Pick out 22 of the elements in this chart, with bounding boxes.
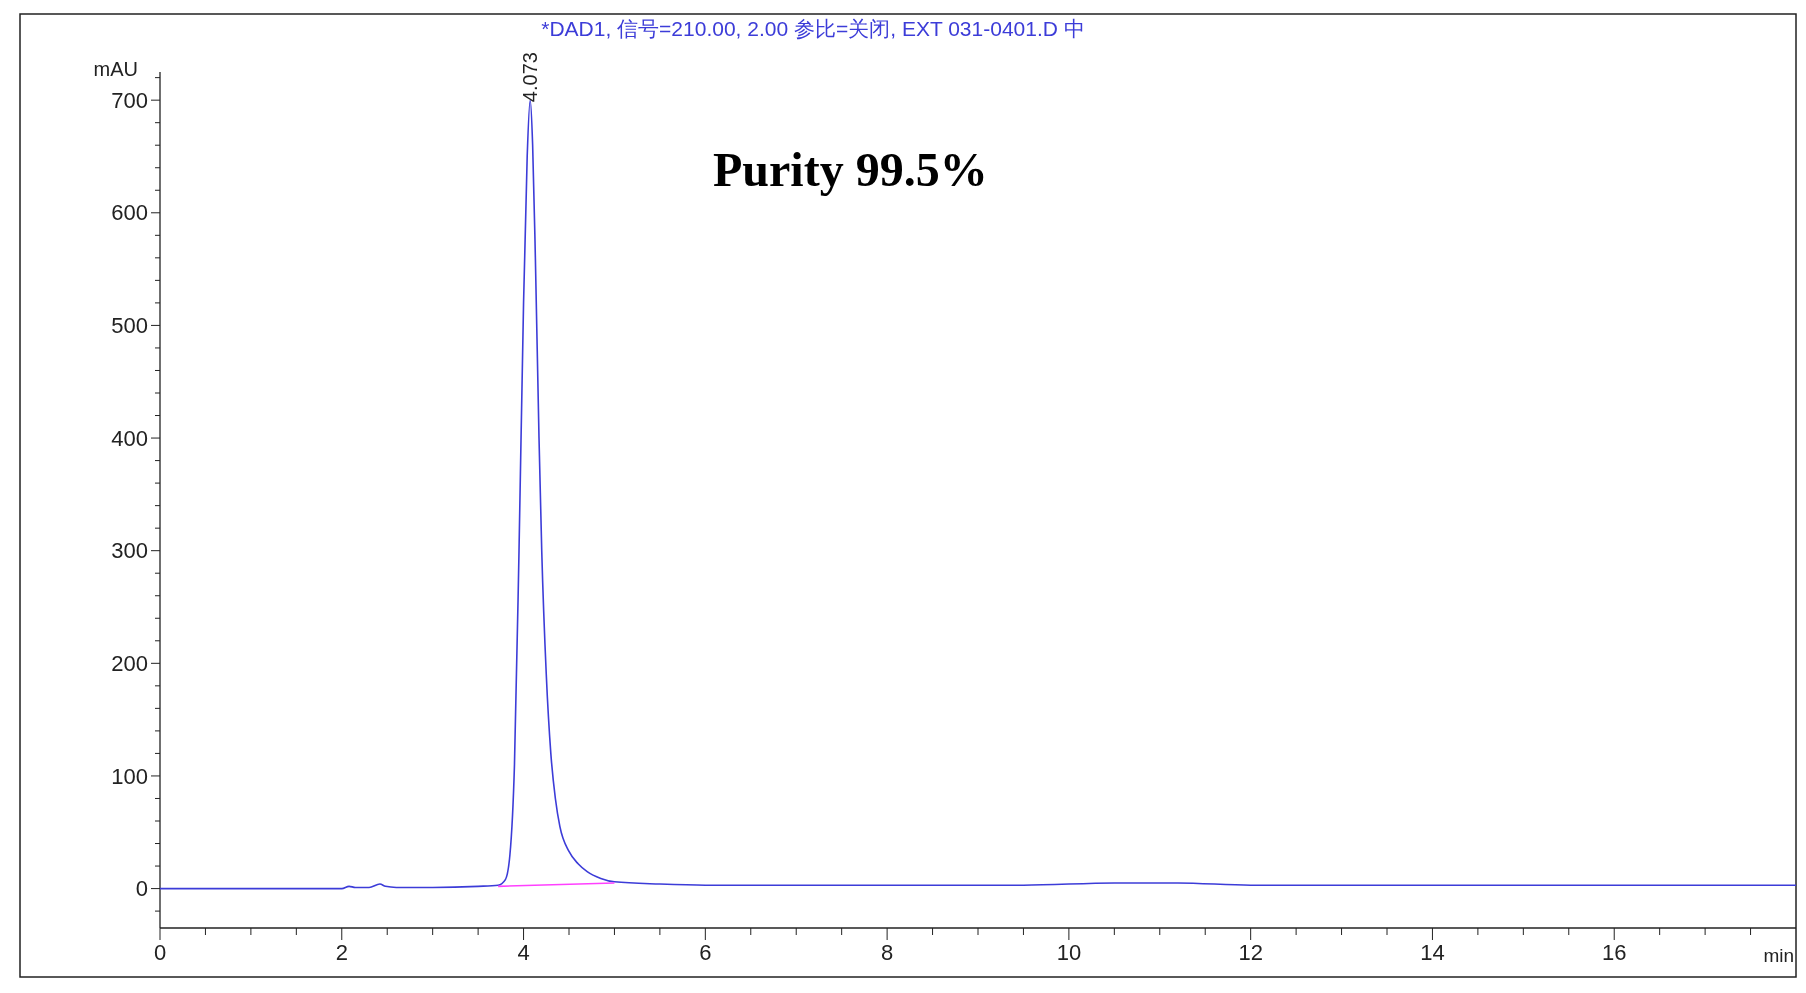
- y-tick-label: 500: [111, 313, 148, 339]
- y-tick-label: 400: [111, 425, 148, 451]
- annotation: Purity 99.5%: [713, 143, 988, 196]
- y-tick-label: 700: [111, 87, 148, 113]
- x-tick-label: 10: [1056, 940, 1082, 965]
- y-axis-title: mAU: [93, 58, 138, 80]
- x-tick-label: 16: [1601, 940, 1627, 965]
- x-axis-title: min: [1763, 945, 1794, 966]
- x-tick-label: 2: [335, 940, 348, 965]
- y-tick-label: 200: [111, 651, 148, 677]
- y-tick-label: 300: [111, 538, 148, 564]
- x-tick-label: 0: [153, 940, 167, 965]
- x-tick-label: 8: [880, 940, 894, 965]
- y-tick-label: 0: [135, 876, 148, 902]
- x-tick-label: 4: [517, 940, 530, 965]
- y-tick-label: 100: [111, 763, 148, 789]
- x-tick-label: 14: [1420, 940, 1445, 965]
- chart-title: *DAD1, 信号=210.00, 2.00 参比=关闭, EXT 031-0401.D 中: [541, 17, 1085, 40]
- annotation: 4.073: [519, 52, 542, 103]
- x-tick-label: 12: [1238, 940, 1263, 965]
- x-tick-label: 6: [699, 940, 712, 965]
- y-tick-label: 600: [111, 200, 148, 226]
